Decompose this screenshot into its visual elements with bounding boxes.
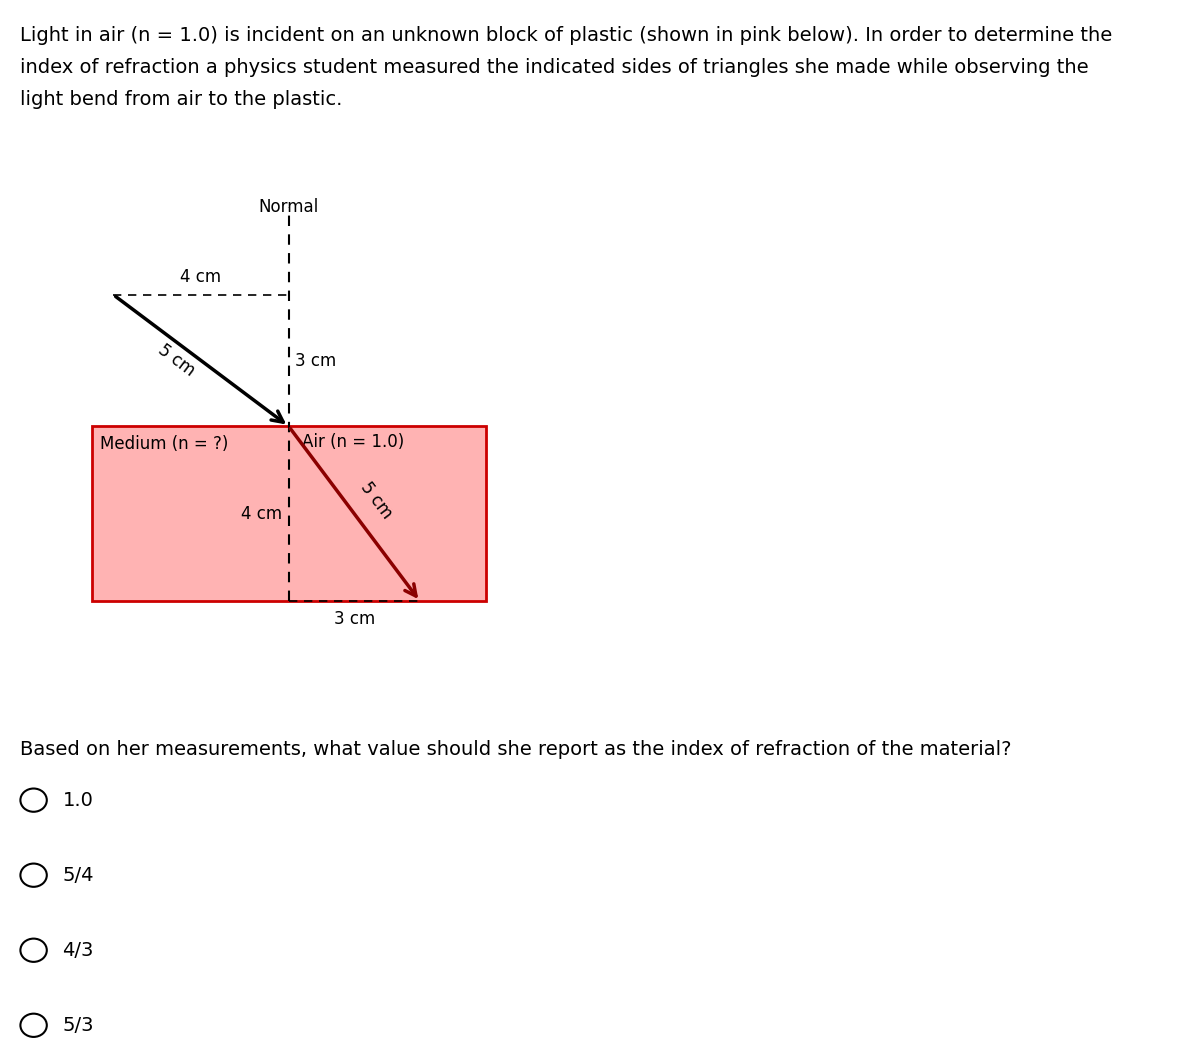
Text: Based on her measurements, what value should she report as the index of refracti: Based on her measurements, what value sh… xyxy=(20,740,1012,759)
Text: 3 cm: 3 cm xyxy=(295,352,336,370)
Text: 4 cm: 4 cm xyxy=(241,505,282,523)
Text: 5 cm: 5 cm xyxy=(356,479,396,522)
Text: light bend from air to the plastic.: light bend from air to the plastic. xyxy=(20,90,343,109)
Text: 3 cm: 3 cm xyxy=(334,610,374,628)
Text: 4 cm: 4 cm xyxy=(180,268,222,286)
Text: Medium (n = ?): Medium (n = ?) xyxy=(101,435,229,453)
Text: 4/3: 4/3 xyxy=(62,941,94,960)
Text: Air (n = 1.0): Air (n = 1.0) xyxy=(301,432,404,450)
Text: index of refraction a physics student measured the indicated sides of triangles : index of refraction a physics student me… xyxy=(20,58,1090,77)
Bar xyxy=(91,426,486,601)
Text: 5/3: 5/3 xyxy=(62,1016,94,1035)
Text: Light in air (n = 1.0) is incident on an unknown block of plastic (shown in pink: Light in air (n = 1.0) is incident on an… xyxy=(20,26,1112,45)
Text: 1.0: 1.0 xyxy=(62,791,94,810)
Text: Normal: Normal xyxy=(258,199,319,217)
Text: 5/4: 5/4 xyxy=(62,866,94,885)
Text: 5 cm: 5 cm xyxy=(155,341,199,381)
